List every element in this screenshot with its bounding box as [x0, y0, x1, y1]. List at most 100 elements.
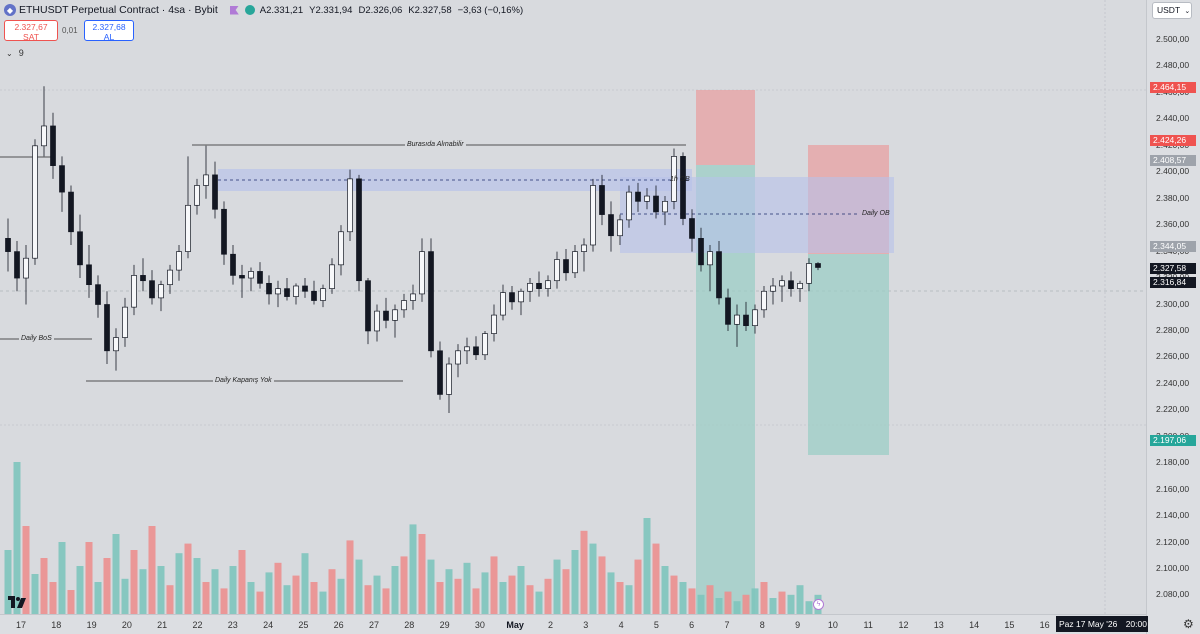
candle [482, 330, 488, 361]
time-tick: 20 [121, 620, 132, 630]
candle [302, 278, 308, 298]
price-axis[interactable] [1146, 0, 1200, 634]
volume-bar [706, 585, 714, 614]
long-target-zone[interactable] [808, 254, 889, 455]
candle [437, 341, 443, 400]
short-stop-zone[interactable] [696, 90, 755, 165]
volume-bar [211, 569, 219, 614]
volume-bar [274, 562, 282, 614]
candle-body [590, 185, 596, 246]
price-marker-label: 2.464,15 [1150, 81, 1196, 93]
volume-bar [229, 566, 237, 614]
chart-area[interactable]: Daily BoS Daily Kapanış Yok Burasıda Alı… [0, 0, 1146, 614]
daily-ob-zone[interactable] [620, 177, 894, 253]
crosshair-date-label: Paz 17 May '26 20:00 [1056, 616, 1148, 632]
currency-select[interactable]: USDT ⌄ [1152, 2, 1192, 19]
symbol-title[interactable]: ETHUSDT Perpetual Contract · 4sa · Bybit [19, 4, 218, 16]
candle-body [491, 314, 497, 334]
candle [122, 297, 128, 347]
volume-bar [697, 594, 705, 614]
candle-body [698, 238, 704, 266]
candle-body [131, 275, 137, 308]
candle-body [734, 314, 740, 325]
volume-bar [121, 578, 129, 614]
time-tick: 14 [969, 620, 980, 630]
candle-body [464, 346, 470, 352]
volume-bar [769, 598, 777, 614]
candle [320, 284, 326, 308]
time-tick: 18 [51, 620, 62, 630]
volume-bar [796, 585, 804, 614]
price-chart[interactable] [0, 0, 1146, 614]
price-tick: 2.300,00 [1156, 298, 1190, 309]
candle-body [32, 145, 38, 259]
candle-body [347, 178, 353, 233]
candle-body [770, 285, 776, 292]
volume-bar [454, 578, 462, 614]
lightning-icon[interactable]: ϟ [813, 599, 824, 610]
gear-icon[interactable]: ⚙ [1183, 617, 1194, 631]
candle-body [428, 251, 434, 352]
volume-bar [517, 566, 525, 614]
buy-button[interactable]: 2.327,68 AL [84, 20, 134, 42]
annotation-daily-ob: Daily OB [862, 210, 890, 217]
volume-bar [40, 558, 48, 614]
candle [653, 185, 659, 219]
price-tick: 2.380,00 [1156, 192, 1190, 203]
candle-body [653, 195, 659, 213]
candle [797, 280, 803, 302]
volume-bar [328, 569, 336, 614]
candle [68, 185, 74, 245]
candle [626, 185, 632, 228]
candle [419, 238, 425, 302]
time-tick: 29 [439, 620, 450, 630]
volume-bar [589, 543, 597, 614]
candle [221, 201, 227, 265]
volume-bar [220, 588, 228, 614]
candle-body [104, 304, 110, 352]
chevron-down-icon[interactable]: ⌄ [6, 48, 13, 58]
symbol-legend[interactable]: ◆ ETHUSDT Perpetual Contract · 4sa · Byb… [4, 3, 529, 17]
volume-bar [760, 582, 768, 614]
indicators-toggle[interactable]: ⌄ 9 [6, 48, 24, 58]
candle [86, 244, 92, 298]
candle-body [545, 280, 551, 289]
flag-icon[interactable] [229, 5, 239, 15]
candle-body [473, 346, 479, 356]
volume-bar [580, 530, 588, 614]
time-axis[interactable] [0, 614, 1146, 634]
price-marker-label: 2.424,26 [1150, 134, 1196, 146]
candle [806, 258, 812, 292]
time-tick: 28 [404, 620, 415, 630]
candles [5, 86, 821, 413]
candle [680, 152, 686, 226]
time-tick: 26 [333, 620, 344, 630]
candle [329, 258, 335, 294]
volume-bar [148, 526, 156, 614]
candle [266, 275, 272, 305]
candle [365, 278, 371, 345]
ohlc-change: −3,63 (−0,16%) [457, 4, 524, 16]
candle [563, 248, 569, 281]
candle-body [122, 306, 128, 338]
sell-button[interactable]: 2.327,67 SAT [4, 20, 58, 42]
market-status-icon[interactable] [244, 5, 255, 15]
candle-body [239, 275, 245, 279]
candle [257, 262, 263, 289]
price-tick: 2.240,00 [1156, 377, 1190, 388]
tradingview-logo-icon[interactable] [8, 596, 26, 608]
candle-body [707, 251, 713, 266]
volume-bar [193, 558, 201, 614]
volume-bar [472, 588, 480, 614]
price-marker-label: 2.197,06 [1150, 435, 1196, 447]
time-tick: 30 [474, 620, 485, 630]
candle [734, 304, 740, 347]
volume-bar [409, 524, 417, 614]
candle-body [563, 259, 569, 274]
time-tick: 4 [618, 620, 624, 630]
candle-body [401, 300, 407, 311]
price-tick: 2.180,00 [1156, 457, 1190, 468]
candle-body [815, 263, 821, 268]
candle-body [662, 200, 668, 213]
volume-bar [355, 559, 363, 614]
